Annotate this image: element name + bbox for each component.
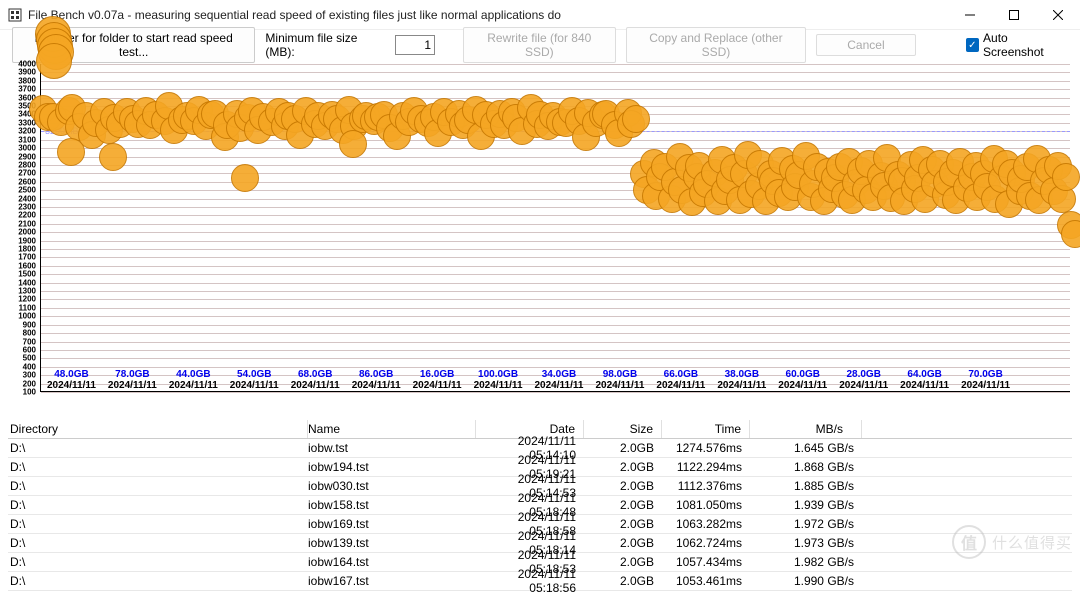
auto-screenshot-checkbox[interactable]: ✓ [966,38,979,52]
cancel-button[interactable]: Cancel [816,34,915,56]
maximize-button[interactable] [992,0,1036,29]
col-time[interactable]: Time [662,420,750,438]
minimize-button[interactable] [948,0,992,29]
col-size[interactable]: Size [584,420,662,438]
window-title: File Bench v0.07a - measuring sequential… [28,8,948,22]
title-bar: File Bench v0.07a - measuring sequential… [0,0,1080,30]
min-size-input[interactable] [395,35,435,55]
col-mbs[interactable]: MB/s [750,420,862,438]
col-directory[interactable]: Directory [8,420,308,438]
col-name[interactable]: Name [308,420,476,438]
rewrite-button[interactable]: Rewrite file (for 840 SSD) [463,27,616,63]
auto-screenshot-label: Auto Screenshot [983,31,1068,59]
app-icon [8,8,22,22]
close-button[interactable] [1036,0,1080,29]
table-row[interactable]: D:\iobw167.tst2024/11/11 05:18:562.0GB10… [8,572,1072,591]
copy-replace-button[interactable]: Copy and Replace (other SSD) [626,27,807,63]
min-size-label: Minimum file size (MB): [265,31,385,59]
toolbar: Browser for folder to start read speed t… [0,30,1080,60]
speed-chart: 4000390038003700360035003400330032003100… [8,64,1072,414]
results-table: Directory Name Date Size Time MB/s D:\io… [8,420,1072,591]
